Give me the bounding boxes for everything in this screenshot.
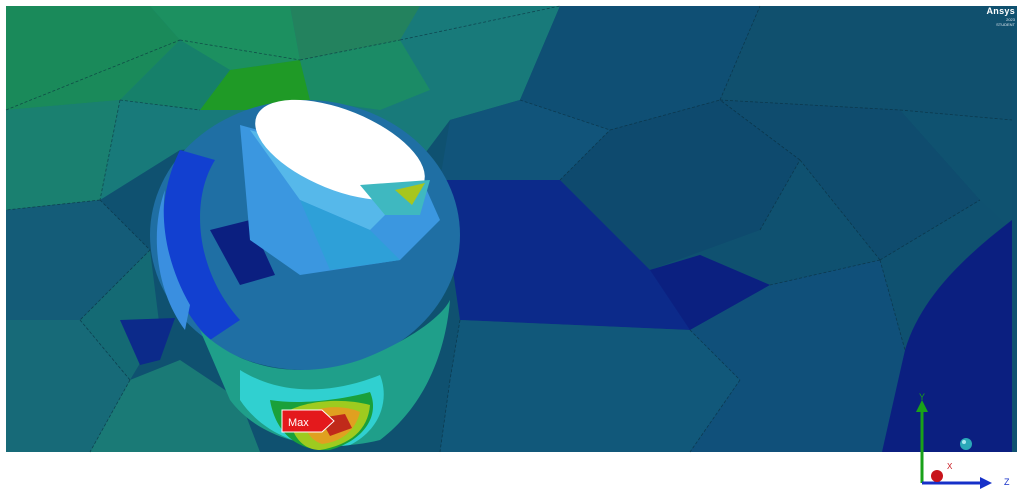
mesh-region: [150, 6, 300, 70]
hole-inner-face: [300, 200, 400, 270]
brand-subtitle-2: STUDENT: [996, 22, 1015, 27]
low-stress-band: [650, 255, 770, 330]
mesh-region: [6, 100, 120, 210]
stress-contour-mesh: [5, 5, 1017, 453]
triad-y-label: Y: [919, 392, 925, 402]
mesh-region: [6, 320, 130, 452]
brand-logo: Ansys: [986, 6, 1015, 16]
mesh-region: [440, 100, 610, 180]
mesh-region: [6, 6, 180, 110]
max-probe-label: Max: [288, 417, 309, 429]
brand-subtitle: 2023: [1006, 17, 1015, 22]
iso-ball-highlight: [962, 440, 966, 444]
isometric-view-ball-icon[interactable]: [960, 438, 972, 450]
mesh-region: [720, 6, 1012, 120]
max-probe-flag: [281, 409, 335, 433]
hole-opening: [255, 99, 425, 201]
mesh-region: [290, 6, 420, 60]
mesh-region: [520, 6, 760, 130]
triad-x-label: X: [947, 462, 953, 471]
low-stress-patch: [120, 318, 175, 365]
mesh-region: [690, 260, 905, 452]
low-stress-region-right: [882, 220, 1012, 452]
hole-dark-facet: [210, 220, 275, 285]
y-arrow-icon: [916, 400, 928, 412]
coordinate-triad[interactable]: Y Z X: [916, 392, 1010, 489]
triad-z-label: Z: [1004, 477, 1010, 487]
mesh-region: [120, 40, 230, 110]
mesh-region: [90, 360, 260, 452]
max-probe[interactable]: Max: [281, 409, 335, 433]
mesh-region: [200, 60, 310, 110]
x-axis-ball-icon: [931, 470, 943, 482]
mesh-region: [560, 100, 800, 270]
mesh-region: [900, 110, 1012, 230]
z-arrow-icon: [980, 477, 992, 489]
mesh-region: [6, 200, 150, 320]
mesh-region: [440, 320, 740, 452]
mesh-region: [720, 100, 980, 260]
mesh-region: [300, 40, 430, 110]
mesh-edges: [5, 5, 1013, 453]
hole-wall-rim: [156, 190, 190, 330]
opening-edge-hot: [395, 183, 425, 205]
